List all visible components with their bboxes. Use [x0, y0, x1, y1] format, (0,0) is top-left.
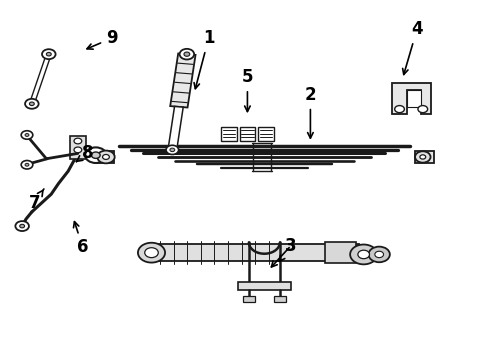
Polygon shape	[95, 150, 114, 163]
Bar	[325, 242, 356, 263]
Bar	[146, 244, 359, 261]
Text: 5: 5	[242, 68, 253, 112]
Bar	[243, 296, 255, 302]
Circle shape	[47, 53, 51, 56]
Polygon shape	[392, 82, 431, 114]
Circle shape	[29, 102, 34, 105]
Circle shape	[184, 52, 190, 56]
Circle shape	[15, 221, 29, 231]
Text: 3: 3	[279, 237, 297, 261]
Circle shape	[74, 138, 82, 144]
Text: 1: 1	[194, 29, 215, 89]
Circle shape	[420, 155, 426, 159]
Polygon shape	[170, 54, 196, 108]
Circle shape	[138, 243, 165, 262]
Text: 7: 7	[28, 189, 44, 212]
Circle shape	[350, 244, 377, 264]
Circle shape	[166, 145, 179, 154]
Circle shape	[102, 154, 109, 159]
Polygon shape	[407, 90, 421, 107]
Bar	[240, 127, 255, 141]
Bar	[274, 296, 286, 302]
Circle shape	[368, 247, 390, 262]
Circle shape	[74, 147, 82, 153]
Circle shape	[21, 161, 33, 169]
Polygon shape	[29, 54, 51, 104]
Polygon shape	[168, 107, 183, 150]
Circle shape	[170, 148, 175, 152]
Circle shape	[415, 151, 431, 163]
Circle shape	[375, 251, 384, 258]
Circle shape	[180, 49, 194, 59]
Circle shape	[85, 147, 106, 163]
Circle shape	[92, 152, 100, 158]
Text: 8: 8	[76, 144, 93, 162]
Circle shape	[394, 105, 404, 113]
Polygon shape	[70, 136, 86, 159]
Circle shape	[25, 99, 39, 109]
Text: 9: 9	[87, 29, 118, 49]
Bar	[238, 283, 291, 290]
Circle shape	[21, 131, 33, 139]
Text: 6: 6	[74, 222, 89, 256]
Circle shape	[418, 105, 428, 113]
Circle shape	[20, 224, 25, 228]
Bar	[258, 127, 273, 141]
Circle shape	[97, 150, 115, 163]
Circle shape	[25, 134, 29, 136]
Circle shape	[145, 248, 158, 258]
Circle shape	[42, 49, 55, 59]
Text: 4: 4	[403, 21, 423, 75]
Polygon shape	[415, 151, 434, 163]
Circle shape	[25, 163, 29, 166]
Circle shape	[358, 250, 369, 259]
Bar	[221, 127, 237, 141]
Text: 2: 2	[305, 86, 316, 138]
